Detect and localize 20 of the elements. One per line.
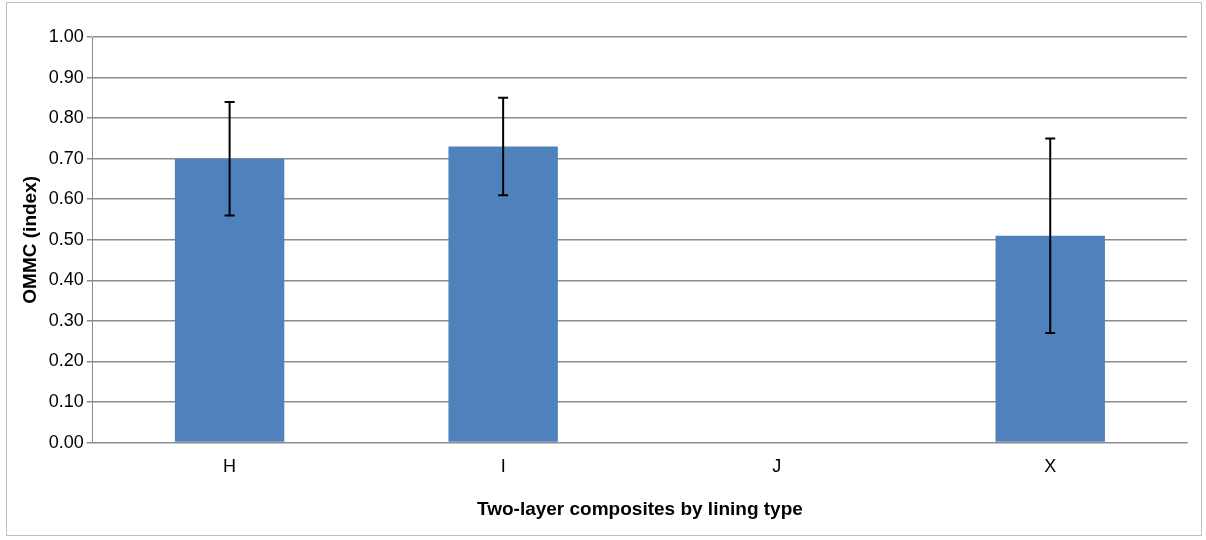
bar xyxy=(448,146,558,442)
bar xyxy=(995,235,1105,442)
y-tick-label: 0.50 xyxy=(48,228,84,249)
y-tick-label: 0.00 xyxy=(48,431,84,452)
x-tick-label: H xyxy=(223,456,237,477)
y-tick-label: 0.10 xyxy=(48,391,84,412)
x-tick-label: X xyxy=(1044,456,1057,477)
y-tick-label: 0.80 xyxy=(48,107,84,128)
y-tick-label: 0.70 xyxy=(48,147,84,168)
x-tick-label: I xyxy=(500,456,506,477)
y-tick-label: 0.20 xyxy=(48,350,84,371)
y-tick-label: 0.60 xyxy=(48,188,84,209)
y-tick-label: 0.30 xyxy=(48,309,84,330)
y-axis-title: OMMC (index) xyxy=(18,175,40,304)
y-tick-label: 0.40 xyxy=(48,269,84,290)
bar xyxy=(174,158,285,442)
x-axis-title: Two-layer composites by lining type xyxy=(476,497,803,519)
y-tick-label: 0.90 xyxy=(48,66,84,87)
x-tick-label: J xyxy=(772,456,782,477)
y-tick-label: 1.00 xyxy=(48,25,84,46)
